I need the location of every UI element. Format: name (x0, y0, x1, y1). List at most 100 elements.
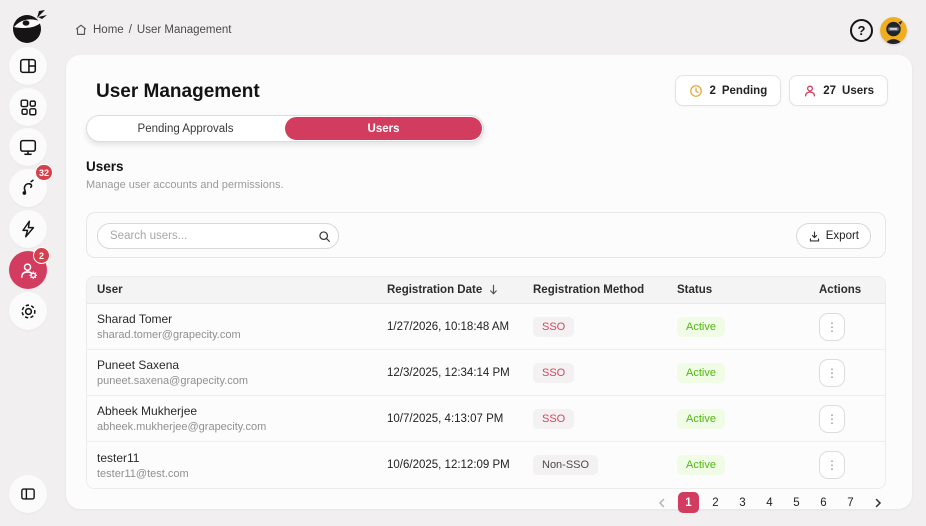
kebab-menu-icon: ⋮ (826, 411, 838, 426)
registration-date-cell: 10/6/2025, 12:12:09 PM (387, 459, 510, 471)
user-email: sharad.tomer@grapecity.com (97, 329, 241, 341)
ninja-avatar-icon (880, 17, 907, 44)
user-gear-icon (20, 262, 37, 279)
search-icon (318, 230, 330, 242)
export-label: Export (825, 230, 859, 242)
table-header-row: User Registration Date Registration Meth… (87, 277, 885, 304)
pagination-page-4[interactable]: 4 (766, 496, 773, 509)
breadcrumb: Home / User Management (74, 23, 232, 37)
method-badge: SSO (533, 408, 575, 429)
actions-cell: ⋮ (809, 404, 885, 433)
pagination-page-3[interactable]: 3 (739, 496, 746, 509)
users-count: 27 (823, 84, 837, 97)
user-cell: tester11 tester11@test.com (87, 451, 377, 480)
kebab-menu-icon: ⋮ (826, 319, 838, 334)
breadcrumb-current: User Management (136, 24, 232, 36)
method-badge: SSO (533, 316, 575, 337)
tab-users[interactable]: Users (285, 117, 482, 140)
table-row[interactable]: tester11 tester11@test.com 10/6/2025, 12… (87, 442, 885, 488)
sidebar: 32 2 (0, 0, 58, 526)
registration-date-cell: 12/3/2025, 12:34:14 PM (387, 366, 510, 379)
gear-icon (20, 303, 36, 319)
kebab-menu-icon: ⋮ (826, 365, 838, 380)
help-button[interactable]: ? (850, 19, 873, 42)
pagination-prev-icon[interactable] (651, 492, 672, 513)
registration-method-cell: Non-SSO (523, 455, 667, 475)
page-title: User Management (96, 81, 260, 102)
section-subtitle: Manage user accounts and permissions. (86, 179, 284, 191)
pagination-page-6[interactable]: 6 (820, 496, 827, 509)
pagination-page-7[interactable]: 7 (847, 496, 854, 509)
column-registration-date-label: Registration Date (387, 284, 483, 296)
monitor-icon (19, 139, 37, 156)
table-row[interactable]: Abheek Mukherjee abheek.mukherjee@grapec… (87, 396, 885, 442)
apps-grid-icon (20, 99, 37, 116)
column-actions: Actions (819, 284, 862, 296)
integrations-badge: 32 (34, 164, 53, 181)
user-name: Sharad Tomer (97, 312, 173, 326)
user-name: Puneet Saxena (97, 358, 180, 372)
clock-icon (690, 84, 703, 97)
table-row[interactable]: Puneet Saxena puneet.saxena@grapecity.co… (87, 350, 885, 396)
status-badge: Active (677, 362, 725, 383)
column-status: Status (677, 284, 713, 296)
hook-icon (22, 179, 34, 195)
registration-date-cell: 1/27/2026, 10:18:48 AM (387, 320, 510, 333)
pagination-page-5[interactable]: 5 (793, 496, 800, 509)
sidebar-item-dashboards[interactable] (9, 47, 47, 85)
row-actions-button[interactable]: ⋮ (819, 404, 845, 433)
search-input[interactable] (98, 230, 310, 242)
sidebar-item-settings[interactable] (9, 292, 47, 330)
status-cell: Active (667, 455, 809, 475)
table-row[interactable]: Sharad Tomer sharad.tomer@grapecity.com … (87, 304, 885, 350)
table-body: Sharad Tomer sharad.tomer@grapecity.com … (87, 304, 885, 488)
sidebar-item-automation[interactable] (9, 210, 47, 248)
download-icon (809, 230, 819, 242)
user-email: abheek.mukherjee@grapecity.com (97, 421, 267, 433)
breadcrumb-home[interactable]: Home (93, 24, 124, 36)
home-icon[interactable] (74, 23, 88, 37)
column-registration-date[interactable]: Registration Date (377, 284, 523, 296)
pending-count: 2 (709, 84, 716, 97)
kebab-menu-icon: ⋮ (826, 458, 838, 472)
user-email: puneet.saxena@grapecity.com (97, 375, 248, 387)
export-button[interactable]: Export (795, 223, 871, 249)
column-registration-method: Registration Method (533, 284, 645, 296)
row-actions-button[interactable]: ⋮ (819, 358, 845, 387)
user-cell: Abheek Mukherjee abheek.mukherjee@grapec… (87, 404, 377, 433)
status-badge: Active (677, 316, 725, 337)
sidebar-collapse-button[interactable] (9, 475, 47, 513)
person-icon (805, 85, 816, 96)
search-button[interactable] (310, 230, 338, 243)
pagination-page-2[interactable]: 2 (712, 496, 719, 509)
pagination-next-icon[interactable] (867, 492, 888, 513)
user-avatar[interactable] (880, 17, 907, 44)
status-cell: Active (667, 362, 809, 383)
registration-method-cell: SSO (523, 316, 667, 337)
users-label: Users (842, 84, 874, 97)
user-email: tester11@test.com (97, 467, 189, 480)
dashboard-icon (19, 58, 37, 74)
tab-pending-approvals[interactable]: Pending Approvals (137, 122, 234, 135)
sidebar-item-apps[interactable] (9, 88, 47, 126)
ninja-berry-logo[interactable] (9, 5, 49, 47)
search-box (97, 223, 339, 249)
pending-count-button[interactable]: 2 Pending (675, 75, 782, 106)
panel-toggle-icon (21, 488, 35, 500)
sidebar-item-integrations[interactable]: 32 (9, 164, 53, 207)
column-user: User (97, 284, 123, 296)
users-count-button[interactable]: 27 Users (789, 75, 888, 106)
sort-desc-icon (490, 284, 498, 295)
pagination-page-1[interactable]: 1 (678, 492, 699, 513)
users-table: User Registration Date Registration Meth… (86, 276, 886, 489)
row-actions-button[interactable]: ⋮ (819, 451, 845, 479)
sidebar-item-user-management[interactable]: 2 (9, 247, 50, 289)
table-toolbar: Export (86, 212, 886, 258)
main-panel: User Management 2 Pending 27 Users Pe (66, 55, 912, 513)
sidebar-item-displays[interactable] (9, 128, 47, 166)
row-actions-button[interactable]: ⋮ (819, 312, 845, 341)
breadcrumb-separator: / (128, 24, 132, 36)
pending-label: Pending (721, 84, 768, 97)
